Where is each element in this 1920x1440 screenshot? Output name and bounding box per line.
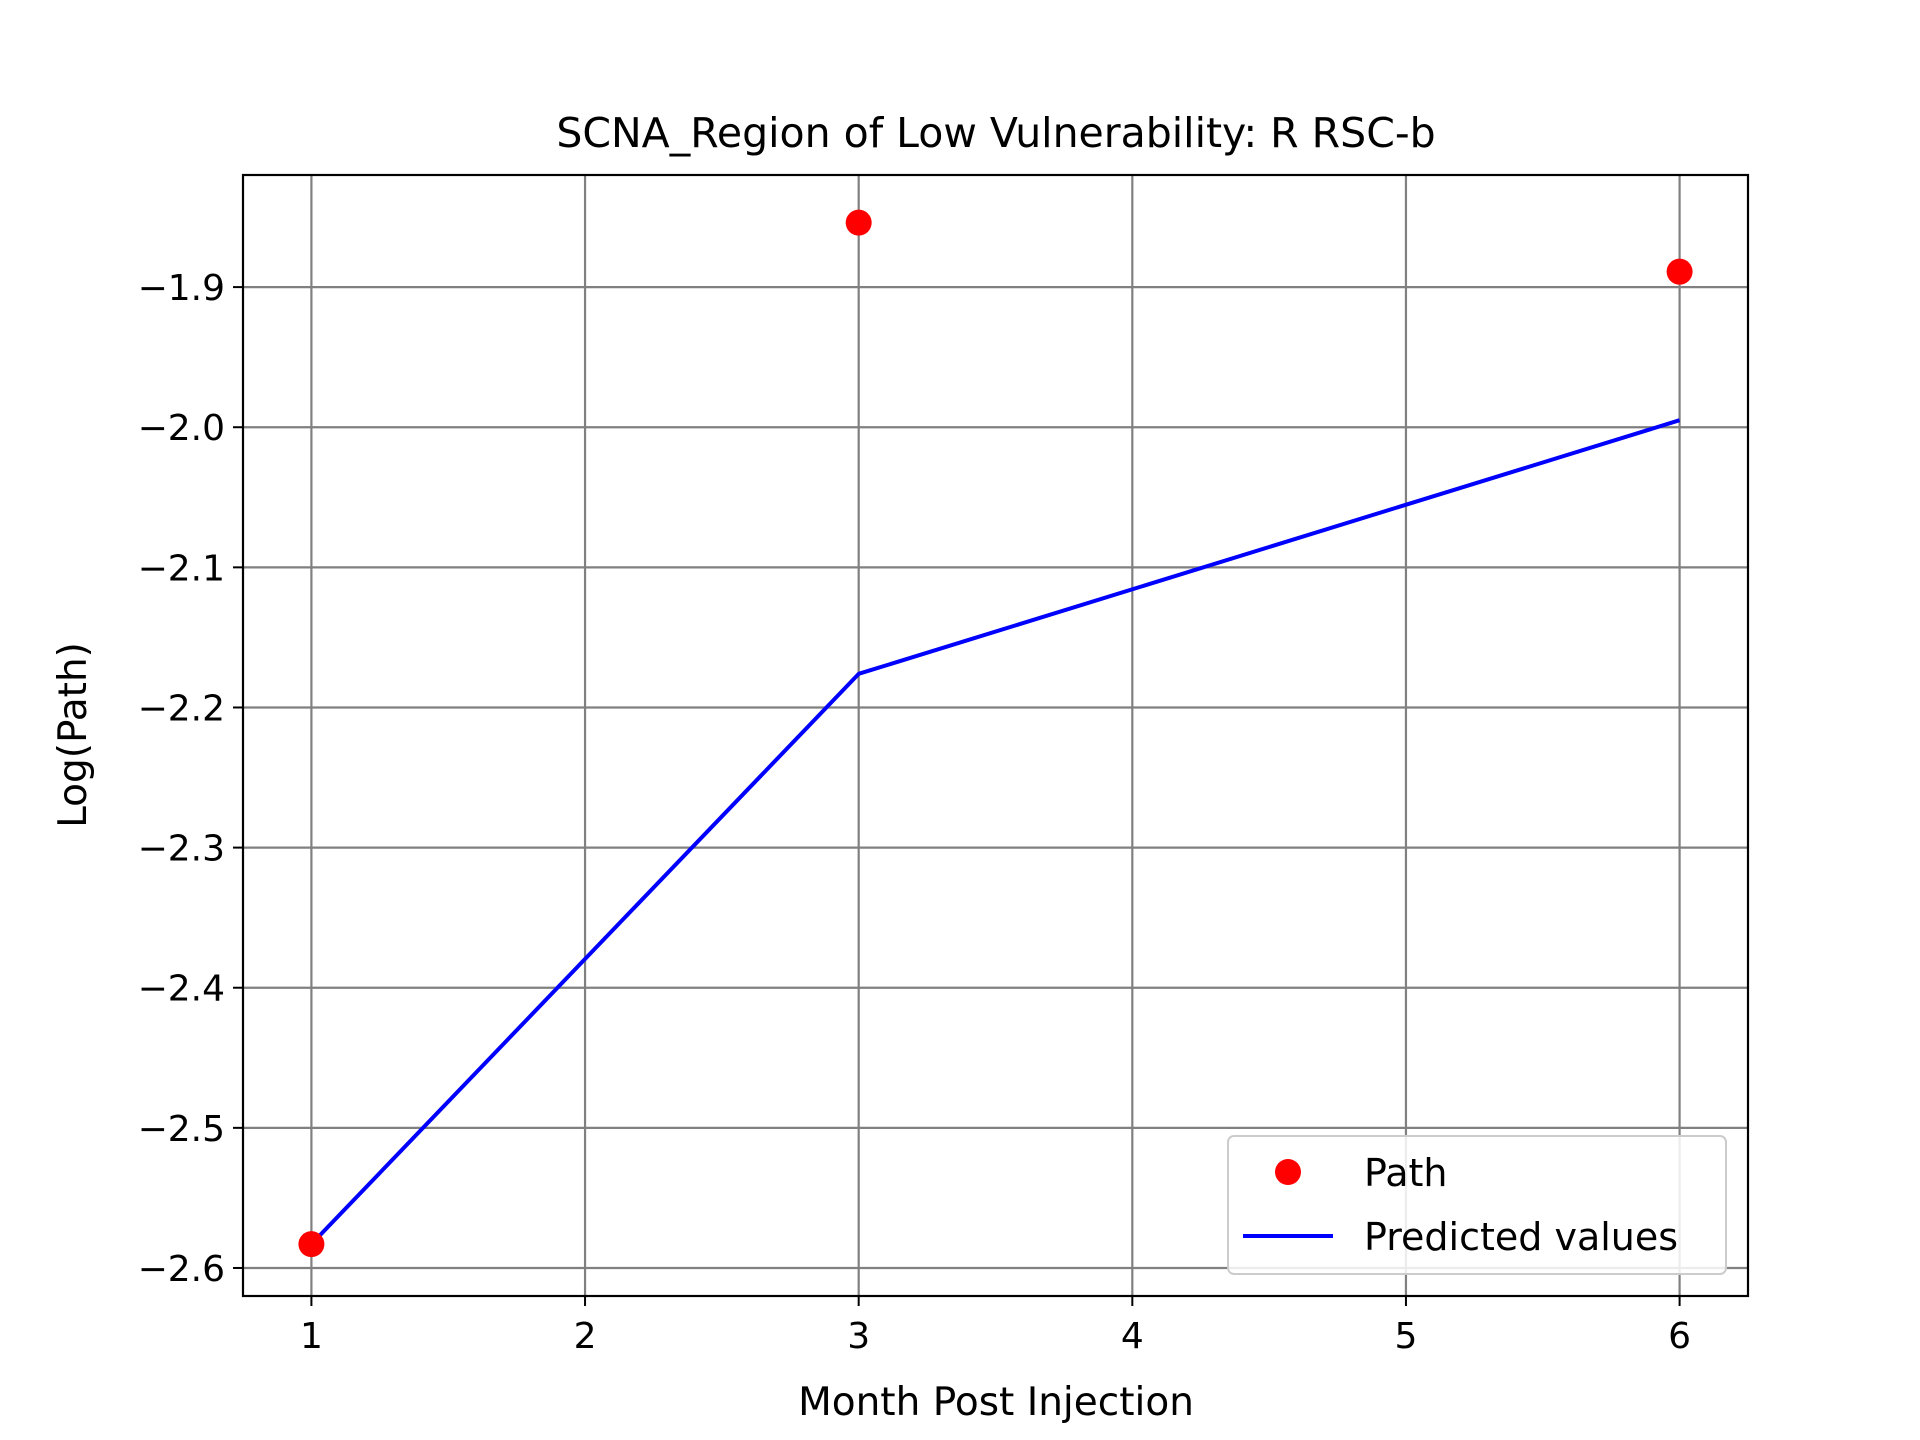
chart-title: SCNA_Region of Low Vulnerability: R RSC-… <box>556 109 1435 157</box>
legend-marker-path <box>1275 1159 1301 1185</box>
legend-box <box>1227 1135 1727 1275</box>
plot-data <box>298 209 1693 1258</box>
y-tick-label: −2.2 <box>138 688 225 729</box>
y-tick-label: −2.6 <box>138 1249 225 1290</box>
legend: Path Predicted values <box>1227 1135 1727 1275</box>
y-axis-label: Log(Path) <box>51 642 96 828</box>
y-tick-label: −2.5 <box>138 1109 225 1150</box>
x-tick-label: 1 <box>300 1316 323 1357</box>
path-data-point <box>298 1231 325 1258</box>
x-tick-label: 3 <box>847 1316 870 1357</box>
axis-ticks: 1 2 3 4 5 6 −1.9 −2.0 −2.1 −2.2 −2.3 −2.4 −2.5 −2.6 <box>138 268 1691 1357</box>
y-tick-label: −1.9 <box>138 268 225 309</box>
y-tick-label: −2.3 <box>138 829 225 870</box>
y-tick-label: −2.4 <box>138 969 225 1010</box>
x-axis-label: Month Post Injection <box>798 1380 1194 1425</box>
x-tick-label: 2 <box>574 1316 597 1357</box>
grid-lines <box>243 175 1748 1296</box>
plot-frame <box>241 173 1750 1298</box>
legend-label-predicted-values: Predicted values <box>1364 1215 1678 1259</box>
x-tick-label: 5 <box>1395 1316 1418 1357</box>
y-tick-label: −2.1 <box>138 548 225 589</box>
path-data-point <box>845 209 872 236</box>
y-tick-label: −2.0 <box>138 408 225 449</box>
x-tick-label: 4 <box>1121 1316 1144 1357</box>
predicted-values-line <box>309 418 1681 1246</box>
x-tick-label: 6 <box>1668 1316 1691 1357</box>
legend-label-path: Path <box>1364 1151 1447 1195</box>
path-data-point <box>1666 258 1693 285</box>
